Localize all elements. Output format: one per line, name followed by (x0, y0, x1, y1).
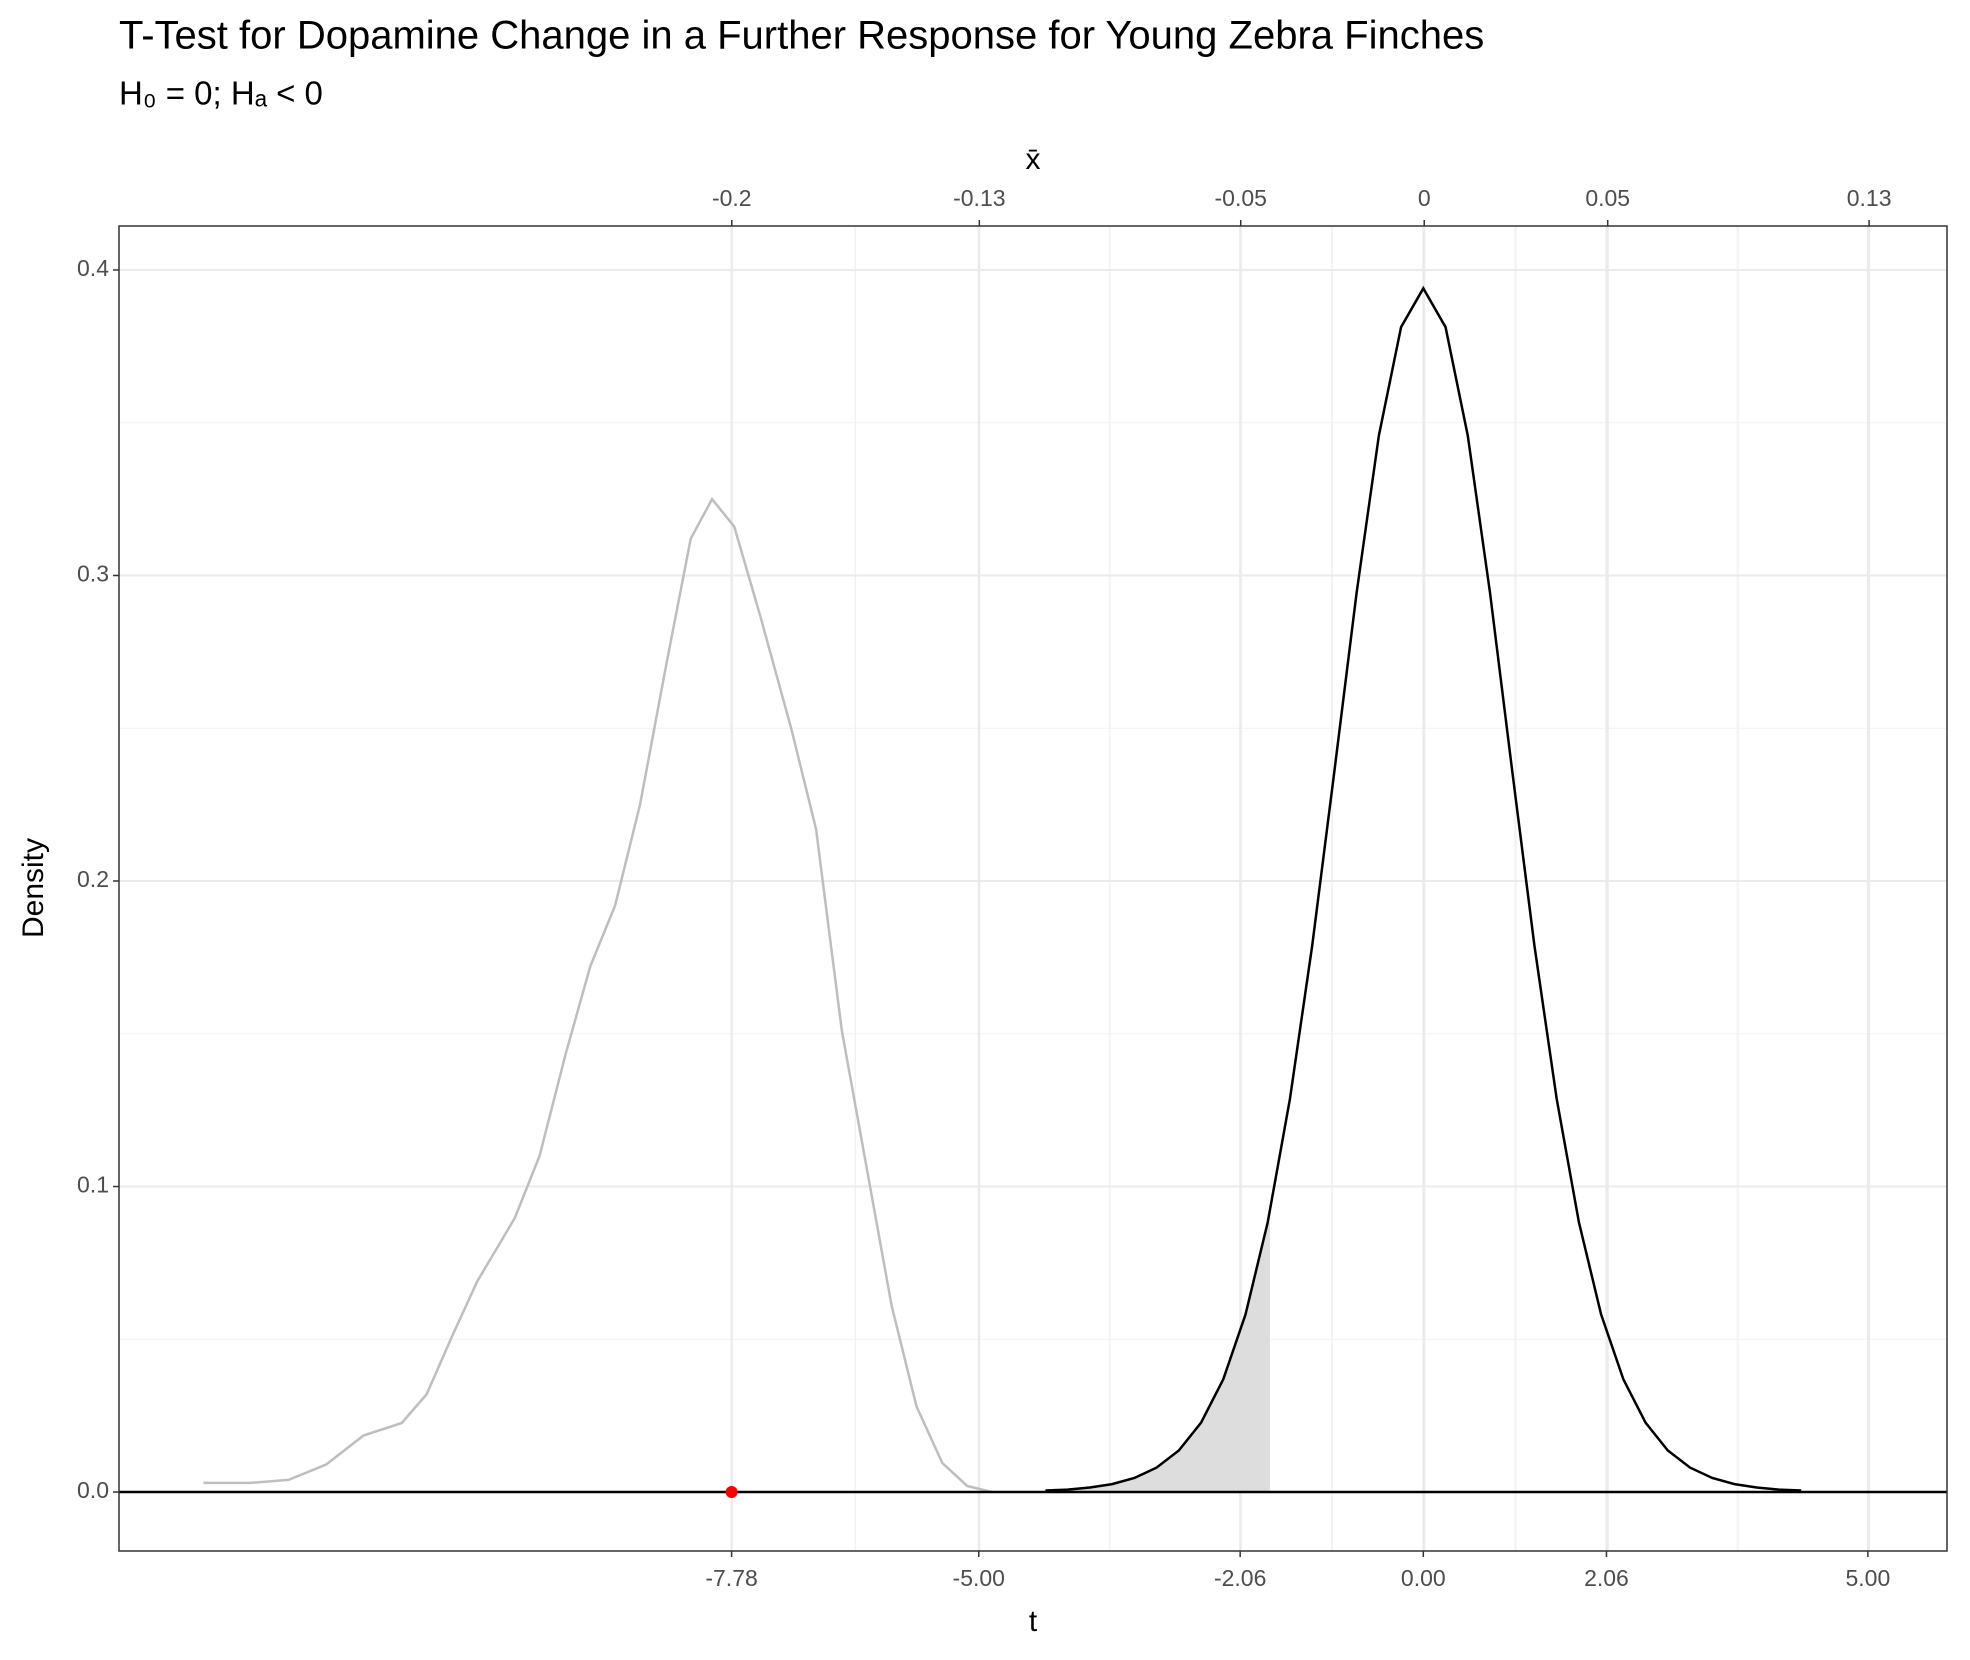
x2-axis-title: x̄ (1026, 143, 1041, 176)
chart-subtitle: H₀ = 0; Hₐ < 0 (119, 75, 323, 112)
observed-point (725, 1486, 738, 1499)
x2-tick-label: -0.2 (712, 185, 752, 211)
x2-tick-label: 0.05 (1585, 185, 1630, 211)
x-tick-label: 2.06 (1584, 1565, 1629, 1591)
y-tick-label: 0.2 (77, 866, 109, 892)
x2-tick-label: -0.13 (953, 185, 1005, 211)
x-tick-label: -7.78 (705, 1565, 757, 1591)
density-line (1045, 285, 1802, 1492)
chart-title: T-Test for Dopamine Change in a Further … (119, 14, 1484, 58)
x2-tick-label: 0 (1418, 185, 1431, 211)
shaded-region (1045, 1209, 1270, 1493)
x-tick-label: -5.00 (953, 1565, 1005, 1591)
y-tick-label: 0.1 (77, 1172, 109, 1198)
y-tick-label: 0.3 (77, 561, 109, 587)
x-tick-label: -2.06 (1214, 1565, 1266, 1591)
x2-tick-label: -0.05 (1215, 185, 1267, 211)
y-tick-label: 0.4 (77, 255, 109, 281)
density-line (203, 496, 993, 1494)
x2-tick-label: 0.13 (1847, 185, 1892, 211)
x-tick-label: 0.00 (1401, 1565, 1446, 1591)
y-axis-title: Density (17, 838, 50, 938)
x-tick-label: 5.00 (1845, 1565, 1890, 1591)
x-axis-title: t (1029, 1605, 1038, 1638)
panel-border (118, 225, 1948, 1552)
y-tick-label: 0.0 (77, 1477, 109, 1503)
